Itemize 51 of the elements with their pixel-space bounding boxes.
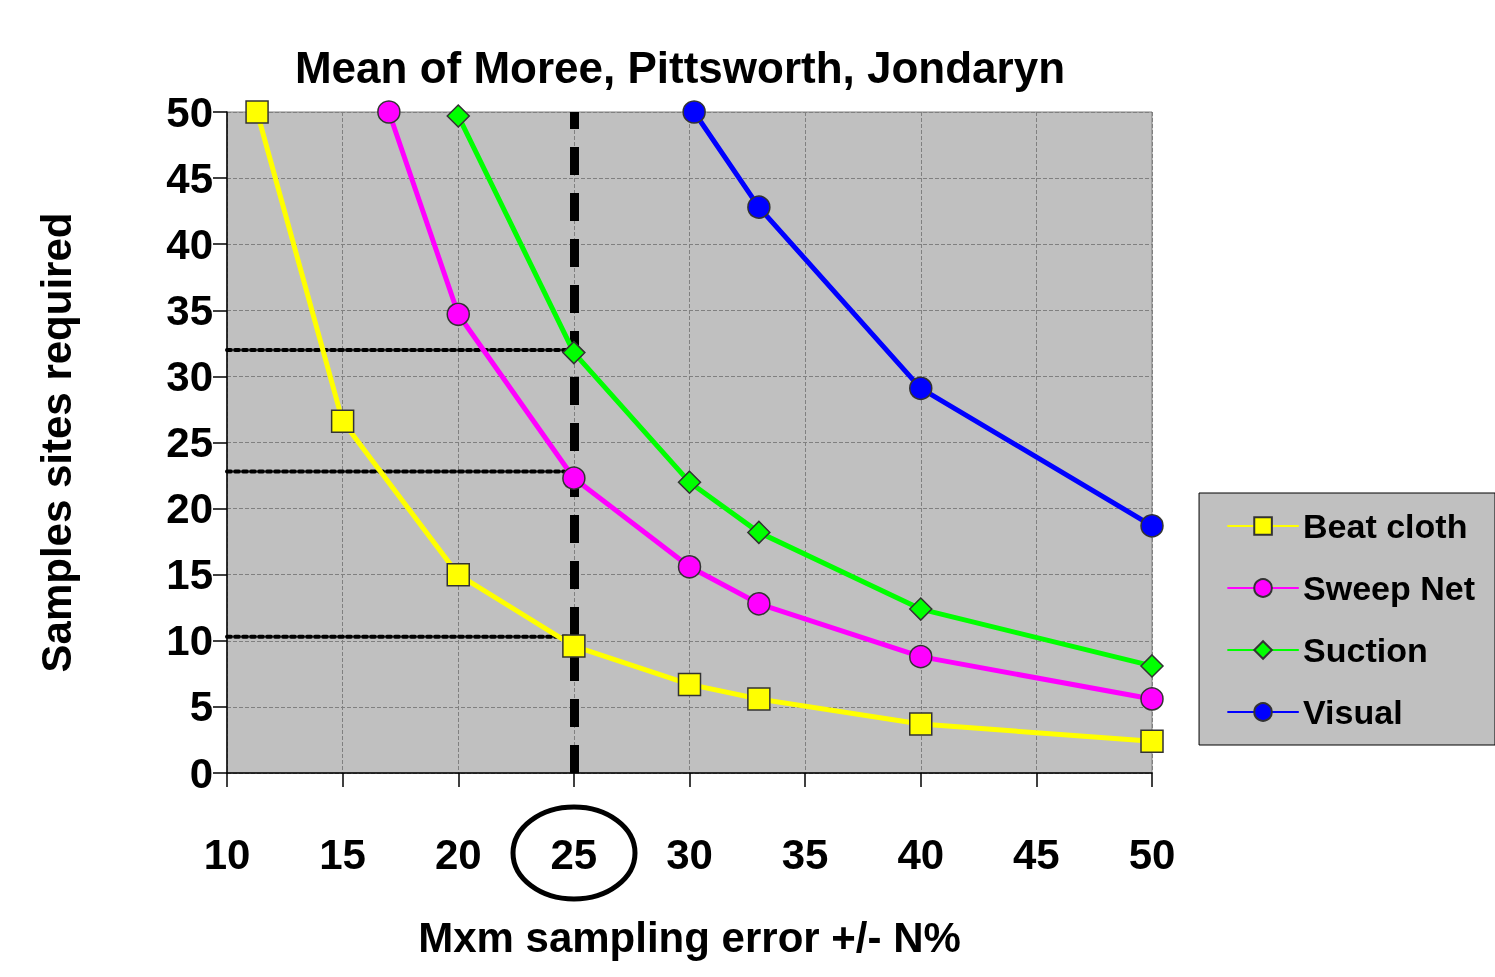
point bbox=[377, 100, 401, 124]
x-tick-label: 30 bbox=[666, 830, 713, 878]
point bbox=[747, 520, 771, 545]
x-tick-label: 35 bbox=[781, 830, 829, 878]
point bbox=[747, 195, 771, 219]
x-axis-title: Mxm sampling error +/- N% bbox=[418, 913, 961, 961]
point bbox=[562, 340, 586, 365]
legend-label: Sweep Net bbox=[1303, 569, 1476, 607]
y-tick-label: 20 bbox=[166, 485, 213, 533]
point bbox=[1140, 514, 1164, 538]
x-tick-label: 40 bbox=[897, 830, 945, 878]
point bbox=[446, 562, 470, 587]
point bbox=[446, 104, 470, 128]
y-tick-label: 50 bbox=[166, 88, 213, 136]
x-tick-label: 45 bbox=[1013, 830, 1060, 878]
point bbox=[909, 376, 933, 401]
point bbox=[677, 672, 702, 697]
x-tick-label: 15 bbox=[319, 830, 366, 878]
point bbox=[909, 712, 933, 736]
point bbox=[562, 634, 586, 658]
point bbox=[909, 644, 933, 669]
y-axis-title: Samples sites required bbox=[32, 212, 80, 673]
point bbox=[1140, 729, 1164, 754]
point bbox=[245, 100, 269, 124]
y-tick-label: 10 bbox=[166, 617, 213, 665]
point bbox=[677, 470, 702, 494]
y-tick-label: 45 bbox=[166, 154, 213, 202]
y-tick-label: 25 bbox=[166, 419, 213, 466]
point bbox=[747, 687, 771, 711]
point bbox=[446, 302, 470, 327]
chart-title: Mean of Moree, Pittsworth, Jondaryn bbox=[294, 42, 1066, 92]
point bbox=[1140, 687, 1164, 711]
y-tick-label: 15 bbox=[166, 551, 213, 599]
y-tick-label: 0 bbox=[189, 749, 213, 797]
y-tick-label: 35 bbox=[166, 286, 213, 334]
x-tick-label: 20 bbox=[434, 830, 482, 878]
point bbox=[682, 100, 706, 124]
legend-label: Suction bbox=[1303, 631, 1428, 669]
point bbox=[909, 597, 933, 621]
x-tick-label: 50 bbox=[1128, 830, 1176, 878]
point bbox=[747, 592, 771, 616]
legend-label: Beat cloth bbox=[1303, 507, 1468, 545]
point bbox=[330, 409, 355, 434]
y-tick-label: 30 bbox=[166, 352, 213, 400]
point bbox=[1140, 654, 1164, 678]
y-tick-label: 5 bbox=[189, 683, 213, 731]
x-tick-label: 25 bbox=[550, 830, 598, 878]
legend-label: Visual bbox=[1303, 693, 1403, 731]
point bbox=[562, 466, 586, 490]
y-tick-label: 40 bbox=[166, 220, 213, 268]
point bbox=[677, 555, 702, 579]
